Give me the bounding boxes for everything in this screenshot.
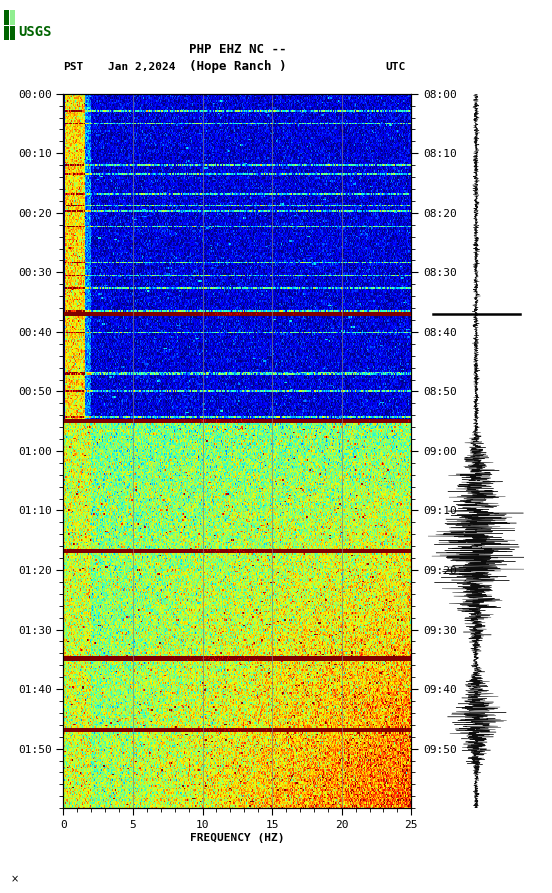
Bar (4, 26, 9, 40)
Text: PHP EHZ NC --: PHP EHZ NC -- (189, 43, 286, 55)
Text: PST: PST (63, 62, 84, 72)
Text: UTC: UTC (385, 62, 406, 72)
Text: (Hope Ranch ): (Hope Ranch ) (189, 61, 286, 73)
X-axis label: FREQUENCY (HZ): FREQUENCY (HZ) (190, 833, 285, 843)
Bar (4, 11, 9, 25)
Bar (10, 11, 15, 25)
Text: USGS: USGS (18, 25, 51, 38)
Bar (10, 26, 15, 40)
Text: Jan 2,2024: Jan 2,2024 (108, 62, 175, 72)
Text: ×: × (11, 874, 19, 885)
